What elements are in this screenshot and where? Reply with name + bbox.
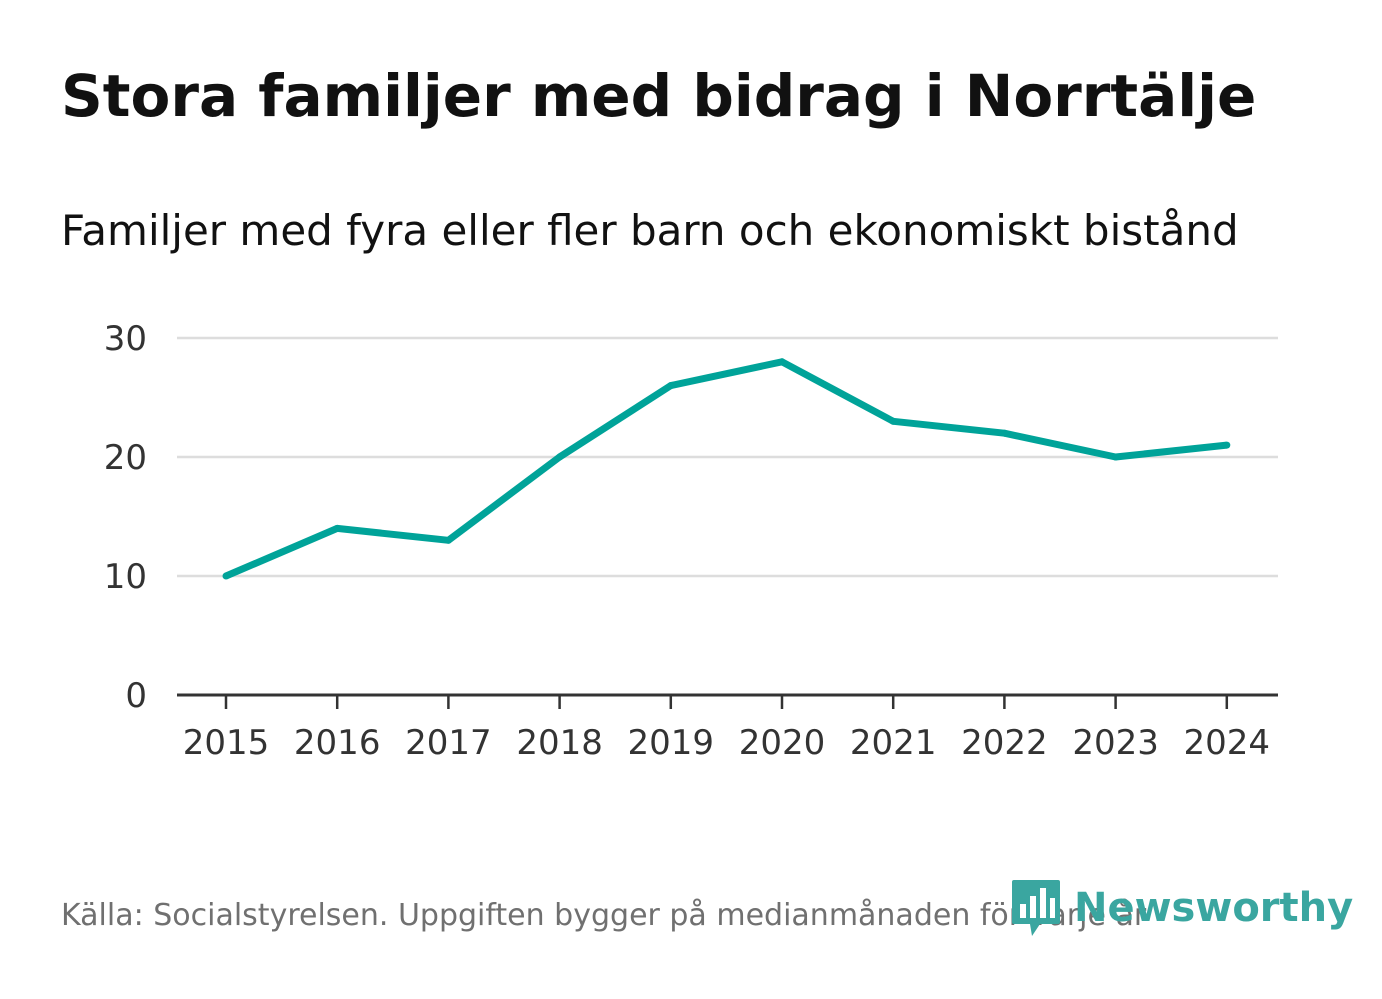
x-tick-label: 2017 xyxy=(405,723,492,763)
newsworthy-logo: Newsworthy xyxy=(1010,878,1353,938)
x-tick-label: 2018 xyxy=(516,723,603,763)
series-layer xyxy=(222,358,1231,580)
x-axis: 2015 2016 2017 2018 2019 2020 2021 2022 2023 2024 xyxy=(177,693,1278,763)
x-tick-label: 2021 xyxy=(850,723,937,763)
y-tick-label: 30 xyxy=(104,319,147,359)
data-point xyxy=(333,524,341,532)
x-tick-label: 2020 xyxy=(739,723,826,763)
x-tick-label: 2015 xyxy=(183,723,270,763)
y-tick-label: 10 xyxy=(104,557,147,597)
source-note: Källa: Socialstyrelsen. Uppgiften bygger… xyxy=(61,898,1147,933)
x-tick-label: 2022 xyxy=(961,723,1048,763)
gridlines xyxy=(177,336,1278,578)
data-point xyxy=(222,572,230,580)
y-axis-ticks: 0 10 20 30 xyxy=(104,319,147,716)
data-point xyxy=(889,417,897,425)
x-tick-label: 2023 xyxy=(1072,723,1159,763)
data-point xyxy=(1112,453,1120,461)
chart-subtitle: Familjer med fyra eller fler barn och ek… xyxy=(61,206,1239,255)
data-point xyxy=(556,453,564,461)
data-point xyxy=(1223,441,1231,449)
data-point xyxy=(444,536,452,544)
x-tick-label: 2024 xyxy=(1184,723,1271,763)
chart-title: Stora familjer med bidrag i Norrtälje xyxy=(61,62,1257,130)
bar-chart-badge-icon xyxy=(1012,880,1060,936)
data-point xyxy=(667,382,675,390)
y-tick-label: 0 xyxy=(125,676,147,716)
x-tick-label: 2016 xyxy=(294,723,381,763)
series-line xyxy=(224,358,1228,580)
x-tick-label: 2019 xyxy=(628,723,715,763)
logo-text: Newsworthy xyxy=(1074,885,1354,931)
data-point xyxy=(778,358,786,366)
y-tick-label: 20 xyxy=(104,438,147,478)
data-point xyxy=(1000,429,1008,437)
